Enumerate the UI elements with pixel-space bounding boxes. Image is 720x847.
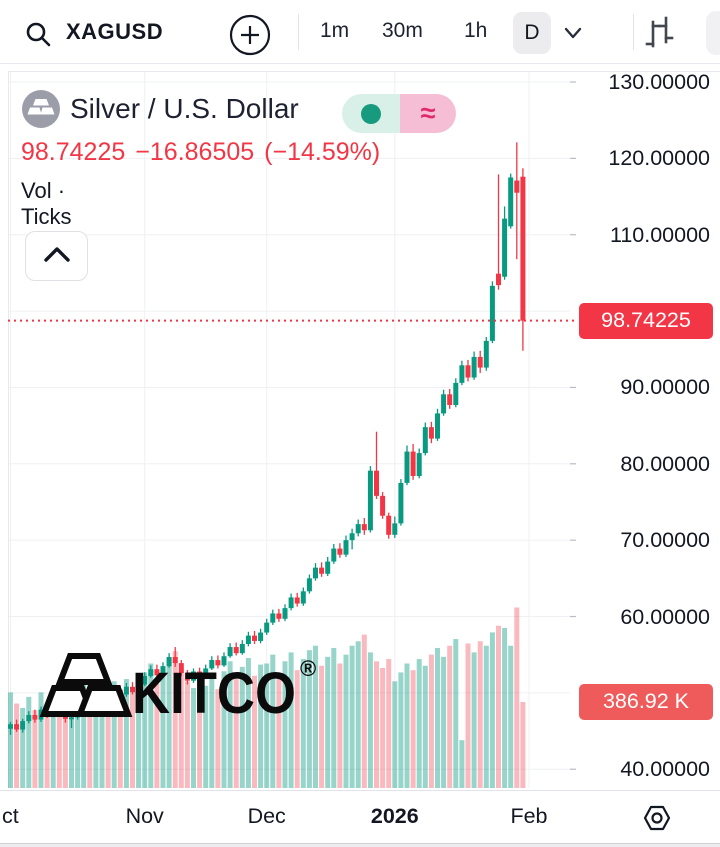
last-price-badge: 98.74225	[579, 302, 713, 339]
grid	[8, 71, 720, 788]
toolbar-next-button-clipped[interactable]	[706, 11, 720, 55]
delayed-data-indicator: ≈	[400, 94, 456, 133]
price-axis-label: 80.00000	[620, 451, 710, 476]
time-axis-label: Feb	[510, 804, 548, 828]
symbol-title[interactable]: Silver / U.S. Dollar	[70, 93, 299, 124]
interval-1m-button[interactable]: 1m	[320, 19, 350, 42]
price-axis-label: 60.00000	[620, 604, 710, 629]
price-axis-label: 110.00000	[609, 222, 710, 247]
price-axis-label: 40.00000	[620, 757, 710, 782]
last-price: 98.74225	[21, 138, 126, 166]
bottom-edge-strip	[0, 843, 720, 847]
price-axis-label: 70.00000	[620, 528, 710, 553]
chart-settings-button[interactable]	[642, 802, 672, 834]
price-change-row: 98.74225 −16.86505 (−14.59%)	[21, 138, 390, 167]
collapse-legend-button[interactable]	[25, 231, 88, 281]
interval-1h-button[interactable]: 1h	[464, 19, 488, 42]
indicators-label[interactable]: Vol · Ticks	[21, 178, 72, 229]
last-volume-badge: 386.92 K	[579, 683, 713, 720]
chevron-down-icon[interactable]	[561, 24, 585, 42]
price-change: −16.86505	[135, 138, 255, 166]
time-axis-label: Dec	[247, 804, 286, 828]
chart-style-bars-button[interactable]	[641, 13, 677, 53]
market-open-indicator	[342, 94, 400, 133]
plus-circle-icon	[229, 14, 271, 56]
add-symbol-button[interactable]	[229, 14, 271, 56]
top-toolbar: XAGUSD 1m 30m 1h D	[0, 0, 720, 64]
chart-canvas[interactable]	[0, 64, 720, 790]
price-change-percent: (−14.59%)	[264, 138, 381, 166]
price-axis-label: 130.00000	[608, 70, 710, 94]
silver-logo-icon	[22, 90, 60, 128]
chevron-up-icon	[43, 247, 70, 262]
time-axis-label: ct	[2, 804, 19, 828]
interval-30m-button[interactable]: 30m	[382, 19, 423, 42]
green-dot-icon	[361, 103, 381, 124]
interval-daily-button-selected[interactable]: D	[513, 12, 551, 54]
time-axis-label: 2026	[370, 804, 419, 828]
toolbar-divider	[633, 14, 634, 50]
search-icon[interactable]	[25, 21, 53, 49]
time-axis-label: Nov	[125, 804, 164, 828]
toolbar-divider	[298, 14, 299, 50]
time-axis[interactable]: ct Nov Dec 2026 Feb	[0, 790, 720, 843]
ohlc-bars-icon	[645, 16, 674, 48]
price-axis-label: 120.00000	[608, 146, 710, 171]
chart-pane: KITCO ® Silver / U.S. Dollar ≈ 98.74225−…	[0, 64, 720, 790]
market-status-pill[interactable]: ≈	[342, 94, 456, 133]
symbol-label[interactable]: XAGUSD	[66, 19, 164, 44]
hexagon-eye-icon	[643, 805, 671, 831]
volume-series	[8, 607, 526, 788]
price-axis-label: 90.00000	[620, 375, 710, 400]
